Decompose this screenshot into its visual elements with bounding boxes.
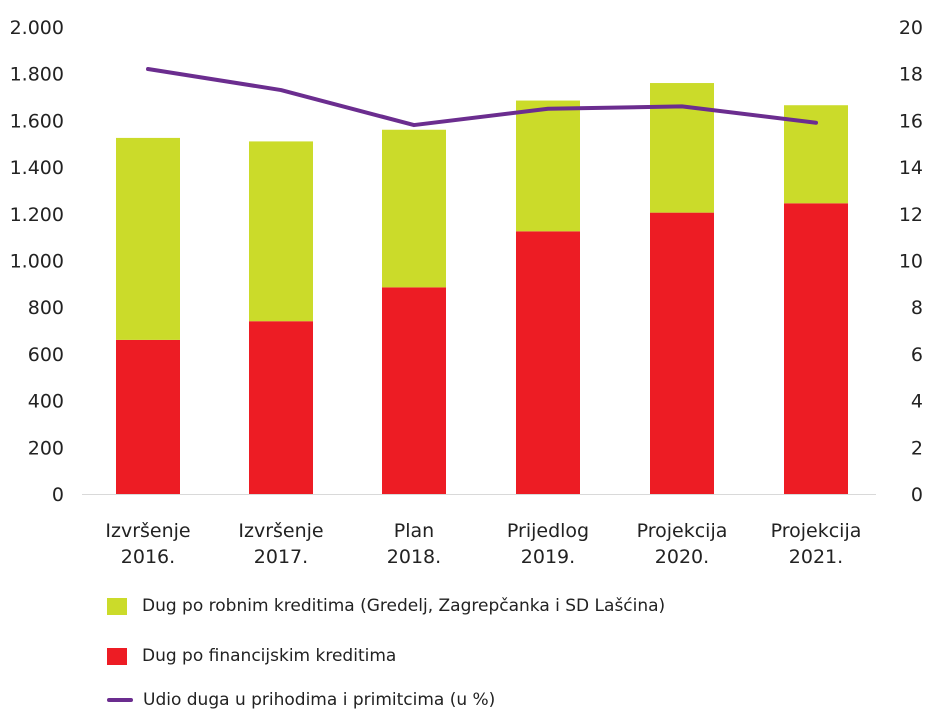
category-label: 2021. xyxy=(789,546,843,568)
left-tick-label: 600 xyxy=(28,344,64,366)
bar-robni xyxy=(116,137,180,340)
left-tick-label: 1.200 xyxy=(10,204,64,226)
line-udio xyxy=(146,67,818,128)
left-tick-label: 0 xyxy=(52,484,64,506)
right-tick-label: 18 xyxy=(899,64,923,86)
legend-label-robni: Dug po robnim kreditima (Gredelj, Zagrep… xyxy=(142,596,666,616)
right-tick-label: 8 xyxy=(911,297,923,319)
bar-financijski xyxy=(516,231,580,494)
bar-financijski xyxy=(650,212,714,494)
left-tick-label: 1.600 xyxy=(10,110,64,132)
right-tick-label: 12 xyxy=(899,204,923,226)
legend-item-robni: Dug po robnim kreditima (Gredelj, Zagrep… xyxy=(107,596,665,616)
right-tick-label: 16 xyxy=(899,110,923,132)
bars xyxy=(116,83,848,495)
bar-robni xyxy=(249,141,313,322)
right-tick-label: 6 xyxy=(911,344,923,366)
left-tick-label: 2.000 xyxy=(10,17,64,39)
legend-label-financijski: Dug po financijskim kreditima xyxy=(142,646,397,666)
category-label: Projekcija xyxy=(637,520,728,542)
chart: 02004006008001.0001.2001.4001.6001.8002.… xyxy=(10,17,923,568)
category-label: Izvršenje xyxy=(105,520,190,542)
category-label: 2019. xyxy=(521,546,575,568)
category-label: Izvršenje xyxy=(238,520,323,542)
bar-robni xyxy=(650,83,714,213)
left-tick-label: 1.800 xyxy=(10,64,64,86)
category-label: 2020. xyxy=(655,546,709,568)
line-series xyxy=(146,67,818,128)
legend-swatch-financijski xyxy=(107,647,127,665)
bar-financijski xyxy=(382,287,446,494)
right-axis: 0 2 4 6 8 10 12 14 16 18 20 xyxy=(899,17,923,506)
left-tick-label: 800 xyxy=(28,297,64,319)
bar-financijski xyxy=(249,321,313,494)
category-label: Prijedlog xyxy=(507,520,589,542)
category-label: 2016. xyxy=(121,546,175,568)
left-tick-label: 200 xyxy=(28,437,64,459)
legend-item-financijski: Dug po financijskim kreditima xyxy=(107,646,396,666)
right-tick-label: 2 xyxy=(911,437,923,459)
right-tick-label: 0 xyxy=(911,484,923,506)
bar-robni xyxy=(516,100,580,232)
category-label: 2018. xyxy=(387,546,441,568)
bar-financijski xyxy=(116,339,180,494)
left-axis: 0 200 400 600 800 1.000 1.200 1.400 1.600 1.800 2.… xyxy=(10,17,64,506)
bar-robni xyxy=(382,129,446,288)
legend-swatch-udio xyxy=(107,698,133,702)
category-label: Projekcija xyxy=(771,520,862,542)
left-tick-label: 1.000 xyxy=(10,251,64,273)
right-tick-label: 4 xyxy=(911,391,923,413)
legend-swatch-robni xyxy=(107,597,127,615)
category-label: Plan xyxy=(394,520,434,542)
legend-label-udio: Udio duga u prihodima i primitcima (u %) xyxy=(143,690,496,710)
category-label: 2017. xyxy=(254,546,308,568)
legend-item-udio: Udio duga u prihodima i primitcima (u %) xyxy=(107,690,495,710)
left-tick-label: 400 xyxy=(28,391,64,413)
right-tick-label: 20 xyxy=(899,17,923,39)
right-tick-label: 10 xyxy=(899,251,923,273)
right-tick-label: 14 xyxy=(899,157,923,179)
bar-financijski xyxy=(784,203,848,495)
left-tick-label: 1.400 xyxy=(10,157,64,179)
x-axis-labels: Izvršenje 2016. Izvršenje 2017. Plan 2018. Pri… xyxy=(105,520,861,568)
